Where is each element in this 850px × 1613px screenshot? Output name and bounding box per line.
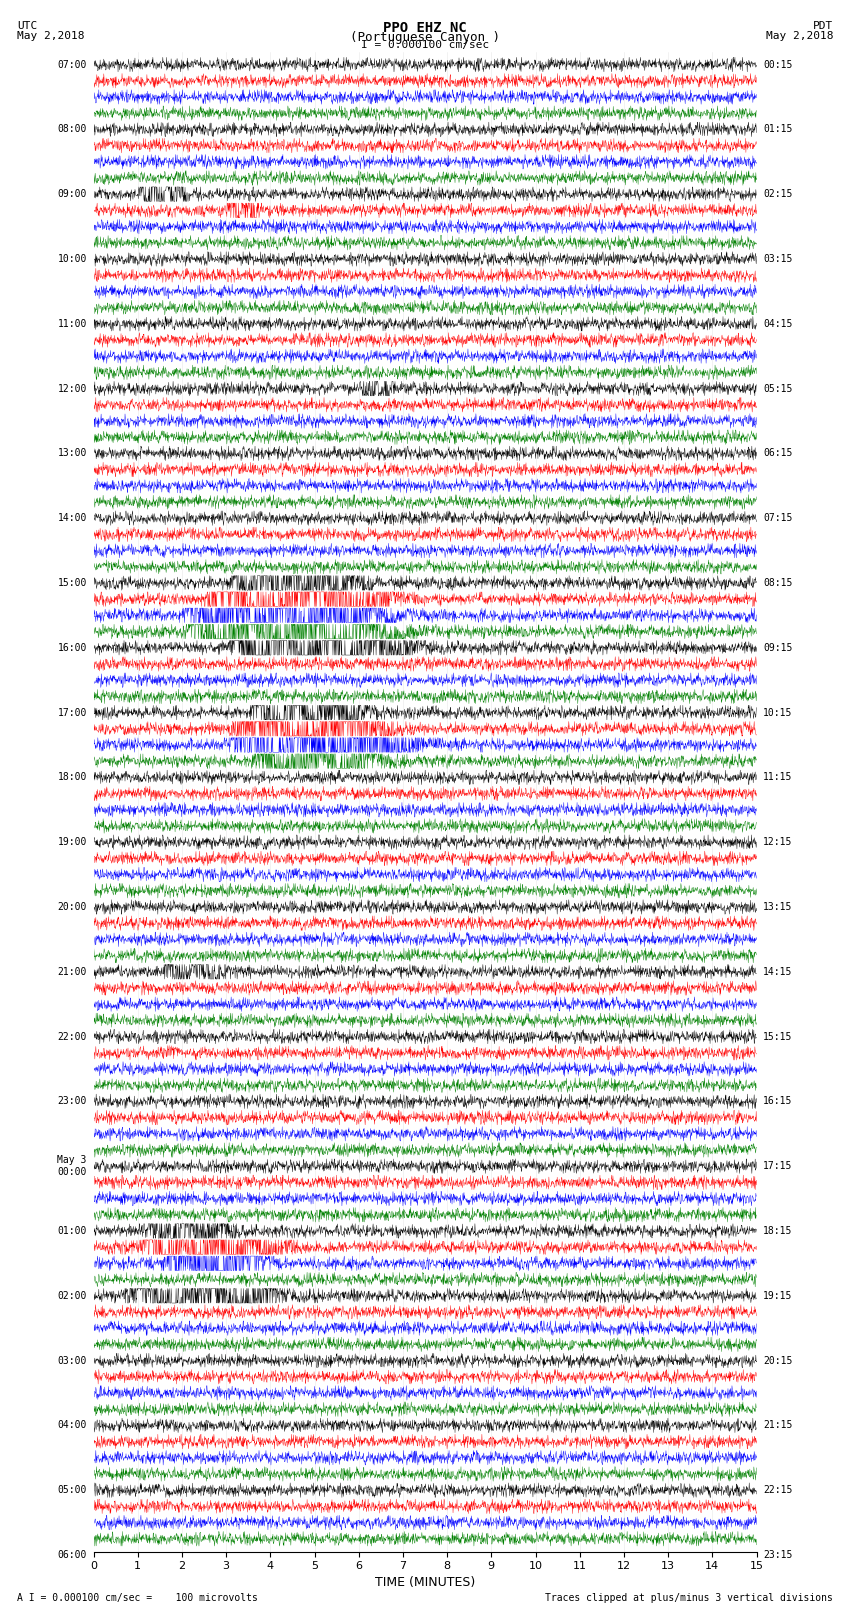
Text: 01:00: 01:00	[58, 1226, 87, 1236]
Text: 10:00: 10:00	[58, 253, 87, 265]
Text: 17:15: 17:15	[763, 1161, 792, 1171]
Text: 09:00: 09:00	[58, 189, 87, 198]
Text: 19:00: 19:00	[58, 837, 87, 847]
Text: 17:00: 17:00	[58, 708, 87, 718]
Text: 06:15: 06:15	[763, 448, 792, 458]
Text: 09:15: 09:15	[763, 642, 792, 653]
Text: 13:15: 13:15	[763, 902, 792, 911]
Text: 16:15: 16:15	[763, 1097, 792, 1107]
Text: 20:00: 20:00	[58, 902, 87, 911]
Text: 00:15: 00:15	[763, 60, 792, 69]
Text: 23:15: 23:15	[763, 1550, 792, 1560]
Text: 02:00: 02:00	[58, 1290, 87, 1300]
Text: (Portuguese Canyon ): (Portuguese Canyon )	[350, 31, 500, 44]
Text: 18:15: 18:15	[763, 1226, 792, 1236]
Text: 11:15: 11:15	[763, 773, 792, 782]
Text: May 2,2018: May 2,2018	[766, 31, 833, 40]
Text: UTC: UTC	[17, 21, 37, 31]
Text: Traces clipped at plus/minus 3 vertical divisions: Traces clipped at plus/minus 3 vertical …	[545, 1594, 833, 1603]
Text: 23:00: 23:00	[58, 1097, 87, 1107]
Text: 02:15: 02:15	[763, 189, 792, 198]
Text: 18:00: 18:00	[58, 773, 87, 782]
Text: 14:15: 14:15	[763, 966, 792, 977]
Text: PDT: PDT	[813, 21, 833, 31]
Text: 10:15: 10:15	[763, 708, 792, 718]
Text: I = 0.000100 cm/sec: I = 0.000100 cm/sec	[361, 40, 489, 50]
Text: PPO EHZ NC: PPO EHZ NC	[383, 21, 467, 35]
Text: 15:15: 15:15	[763, 1032, 792, 1042]
Text: 04:15: 04:15	[763, 319, 792, 329]
X-axis label: TIME (MINUTES): TIME (MINUTES)	[375, 1576, 475, 1589]
Text: 15:00: 15:00	[58, 577, 87, 589]
Text: 21:00: 21:00	[58, 966, 87, 977]
Text: 12:15: 12:15	[763, 837, 792, 847]
Text: 22:00: 22:00	[58, 1032, 87, 1042]
Text: 08:00: 08:00	[58, 124, 87, 134]
Text: 12:00: 12:00	[58, 384, 87, 394]
Text: 05:00: 05:00	[58, 1486, 87, 1495]
Text: May 3
00:00: May 3 00:00	[58, 1155, 87, 1177]
Text: 06:00: 06:00	[58, 1550, 87, 1560]
Text: 22:15: 22:15	[763, 1486, 792, 1495]
Text: 08:15: 08:15	[763, 577, 792, 589]
Text: 04:00: 04:00	[58, 1421, 87, 1431]
Text: 19:15: 19:15	[763, 1290, 792, 1300]
Text: 03:00: 03:00	[58, 1355, 87, 1366]
Text: 03:15: 03:15	[763, 253, 792, 265]
Text: 11:00: 11:00	[58, 319, 87, 329]
Text: 20:15: 20:15	[763, 1355, 792, 1366]
Text: 14:00: 14:00	[58, 513, 87, 523]
Text: May 2,2018: May 2,2018	[17, 31, 84, 40]
Text: 07:00: 07:00	[58, 60, 87, 69]
Text: 21:15: 21:15	[763, 1421, 792, 1431]
Text: 01:15: 01:15	[763, 124, 792, 134]
Text: 13:00: 13:00	[58, 448, 87, 458]
Text: 07:15: 07:15	[763, 513, 792, 523]
Text: 05:15: 05:15	[763, 384, 792, 394]
Text: A I = 0.000100 cm/sec =    100 microvolts: A I = 0.000100 cm/sec = 100 microvolts	[17, 1594, 258, 1603]
Text: 16:00: 16:00	[58, 642, 87, 653]
